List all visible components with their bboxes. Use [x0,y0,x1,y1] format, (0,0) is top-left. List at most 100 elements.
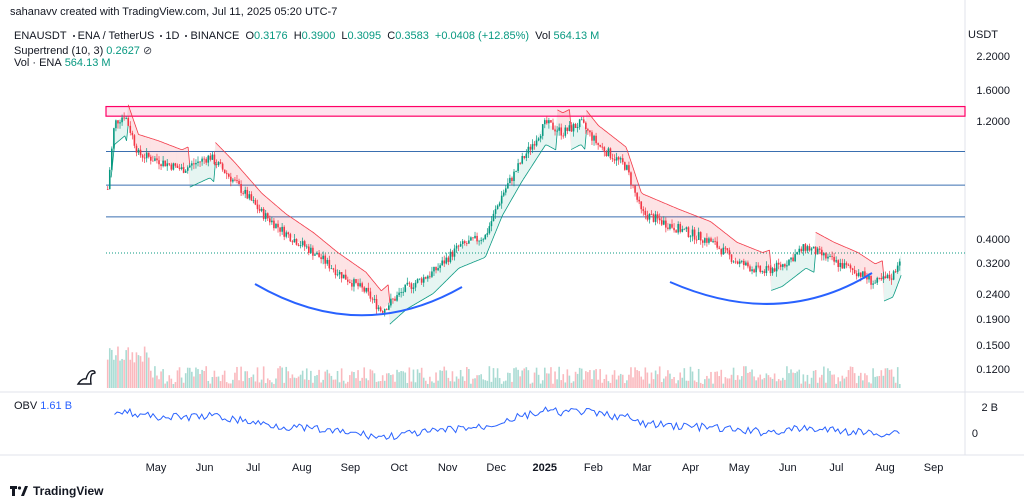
volume-bar [679,372,682,388]
supertrend-line [382,287,385,290]
supertrend-line [326,242,329,246]
visibility-icon[interactable]: ⊘ [142,45,153,57]
candle-body [585,122,587,130]
resistance-zone [105,105,966,117]
volume-bar [529,383,532,388]
candle-body [108,169,111,190]
volume-bar [145,352,148,388]
volume-bar [892,376,895,388]
supertrend-fill [405,287,407,311]
candle-body [845,263,848,265]
candle-body [248,194,251,199]
supertrend-line [873,262,876,265]
candle-body [515,170,517,172]
volume-bar [845,376,848,388]
supertrend-line [322,240,326,243]
supertrend-line [143,135,146,137]
candle-body [141,155,144,158]
candle-body [753,269,755,273]
supertrend-line [899,275,902,280]
supertrend-line [374,282,377,285]
volume-bar [671,378,673,388]
supertrend-line [794,274,798,277]
supertrend-fill [316,234,319,256]
candle-body [258,209,261,211]
supertrend-fill [463,244,466,267]
candle-body [853,270,856,274]
volume-bar [113,359,115,388]
volume-bar [244,371,246,388]
supertrend-fill [646,195,649,216]
supertrend-line [587,112,591,116]
supertrend-line [367,273,370,277]
candle-body [665,220,667,228]
dino-icon [76,370,96,385]
candle-body [570,125,573,132]
supertrend-fill [159,140,161,162]
supertrend-fill [889,276,891,299]
supertrend-fill [702,218,705,239]
candle-body [299,245,302,247]
supertrend-fill [586,110,589,133]
supertrend-line [454,270,457,273]
supertrend-line [369,276,372,279]
volume-bar [365,378,368,388]
supertrend-fill [429,273,431,296]
candle-body [260,208,263,211]
candle-body [365,287,368,292]
volume-bar [383,380,386,388]
supertrend-line [340,253,343,256]
volume-bar [234,372,236,388]
supertrend-line [524,173,527,177]
candle-body [359,283,361,287]
volume-bar [156,375,158,388]
supertrend-line [263,194,266,197]
candle-body [823,253,825,256]
volume-bar [825,382,827,388]
supertrend-fill [562,112,565,133]
supertrend-line [174,146,177,148]
supertrend-line [312,231,315,234]
volume-bar [511,381,513,388]
candle-body [527,146,530,154]
supertrend-line [495,227,498,232]
vol-label: Vol [535,30,551,42]
supertrend-line [685,211,688,213]
candle-body [271,220,273,223]
supertrend-line [389,322,392,325]
supertrend-line [670,205,673,207]
supertrend-line [728,235,731,238]
obv-axis-2b: 2 B [981,402,998,414]
supertrend-line [399,313,403,316]
supertrend-line [254,184,257,188]
volume-bar [373,373,376,388]
supertrend-line [623,145,627,148]
candle-body [486,233,489,235]
volume-bar [868,382,870,388]
supertrend-line [815,231,818,234]
volume-bar [864,373,866,388]
candle-body [172,163,175,170]
candle-body [496,205,499,210]
supertrend-value: 0.2627 [106,45,140,57]
supertrend-line [584,130,587,150]
volume-bar [312,382,314,388]
volume-bar [650,372,653,388]
supertrend-line [475,260,478,262]
open-label: O [245,30,254,42]
supertrend-fill [319,237,322,259]
supertrend-line [738,242,741,245]
supertrend-line [697,216,700,218]
pair: ENA / TetherUS [77,30,155,42]
candle-body [652,214,655,222]
volume-bar [478,375,480,388]
volume-bar [164,383,166,388]
supertrend-line [786,281,789,284]
candle-body [784,264,786,267]
volume-bar [176,370,179,388]
volume-bar [738,379,741,388]
supertrend-line [309,229,312,232]
volume-bar [466,367,468,388]
supertrend-line [675,207,678,209]
